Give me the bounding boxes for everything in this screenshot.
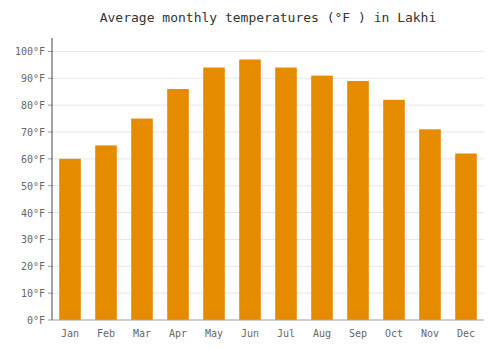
bar — [95, 145, 117, 320]
bar — [347, 81, 369, 320]
bar — [383, 100, 405, 320]
x-tick-label: Mar — [133, 328, 151, 339]
y-tick — [48, 293, 52, 294]
y-tick-label: 0°F — [27, 315, 45, 326]
y-tick-label: 30°F — [21, 234, 45, 245]
x-tick-label: Apr — [169, 328, 187, 339]
chart-container: Average monthly temperatures (°F ) in La… — [0, 0, 500, 350]
x-tick-label: Nov — [421, 328, 439, 339]
x-tick-label: May — [205, 328, 223, 339]
y-tick-label: 50°F — [21, 181, 45, 192]
y-tick — [48, 78, 52, 79]
grid-line — [52, 105, 484, 106]
y-tick-label: 100°F — [15, 46, 45, 57]
y-tick-label: 70°F — [21, 127, 45, 138]
x-tick-label: Jan — [61, 328, 79, 339]
y-tick — [48, 51, 52, 52]
y-tick — [48, 320, 52, 321]
bars — [59, 59, 477, 320]
x-tick-label: Dec — [457, 328, 475, 339]
grid — [52, 51, 484, 320]
grid-line — [52, 320, 484, 321]
y-tick — [48, 158, 52, 159]
x-axis-line — [52, 320, 484, 321]
grid-line — [52, 78, 484, 79]
bar — [455, 153, 477, 320]
y-tick-label: 80°F — [21, 100, 45, 111]
y-tick-label: 60°F — [21, 154, 45, 165]
y-tick-label: 10°F — [21, 288, 45, 299]
x-axis: Jan Feb Mar Apr May Jun Jul Aug Sep Oct Nov Dec — [61, 328, 475, 339]
y-tick — [48, 212, 52, 213]
x-tick-label: Aug — [313, 328, 331, 339]
y-tick-label: 90°F — [21, 73, 45, 84]
y-tick-label: 20°F — [21, 261, 45, 272]
y-axis: 0°F 10°F 20°F 30°F 40°F 50°F 60°F 70°F 80°F 90°F 1… — [15, 46, 52, 326]
y-tick — [48, 105, 52, 106]
x-tick-label: Jun — [241, 328, 259, 339]
x-tick-label: Jul — [277, 328, 295, 339]
bar — [59, 159, 81, 320]
x-tick-label: Feb — [97, 328, 115, 339]
grid-line — [52, 51, 484, 52]
bar — [419, 129, 441, 320]
chart: Average monthly temperatures (°F ) in La… — [0, 0, 500, 350]
y-tick-label: 40°F — [21, 208, 45, 219]
y-tick — [48, 185, 52, 186]
bar — [239, 59, 261, 320]
bar — [311, 76, 333, 320]
y-tick — [48, 266, 52, 267]
bar — [131, 119, 153, 320]
bar — [167, 89, 189, 320]
bar — [203, 68, 225, 320]
page: {"chart_data": {"type": "bar", "title": … — [0, 0, 500, 350]
x-tick-label: Sep — [349, 328, 367, 339]
y-axis-line — [52, 38, 53, 320]
y-tick — [48, 239, 52, 240]
title: Average monthly temperatures (°F ) in La… — [100, 10, 437, 25]
y-tick — [48, 132, 52, 133]
x-tick-label: Oct — [385, 328, 403, 339]
bar — [275, 68, 297, 320]
